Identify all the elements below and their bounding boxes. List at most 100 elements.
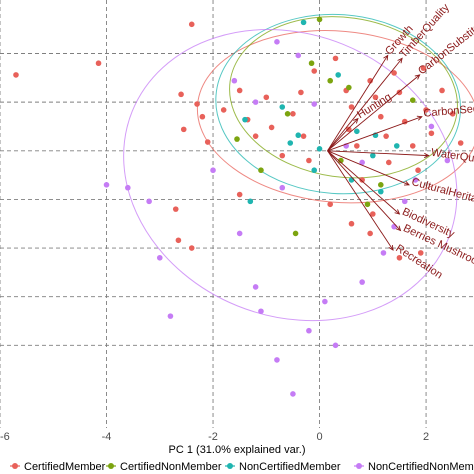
loading-arrow-TimberQuality	[327, 58, 403, 152]
point-CertifiedMember	[359, 177, 365, 183]
point-CertifiedMember	[354, 143, 360, 149]
arrow-head	[394, 209, 401, 215]
x-tick-label: -2	[208, 431, 218, 443]
point-NonCertifiedNonMember	[359, 159, 365, 166]
point-NonCertifiedNonMember	[146, 198, 152, 205]
arrow-head	[353, 117, 359, 124]
point-CertifiedNonMember	[409, 97, 416, 103]
point-CertifiedMember	[415, 167, 421, 174]
legend-label-CertifiedMember: CertifiedMember	[24, 461, 106, 473]
point-NonCertifiedNonMember	[274, 357, 280, 363]
x-tick-label: 0	[316, 431, 322, 443]
point-CertifiedMember	[298, 89, 304, 96]
arrow-head	[416, 115, 423, 121]
point-NonCertifiedNonMember	[103, 182, 110, 188]
point-NonCertifiedNonMember	[380, 250, 387, 256]
point-NonCertifiedMember	[295, 132, 302, 139]
arrow-head	[388, 244, 394, 251]
x-axis-ticks: -6 -4 -2 0 2	[0, 431, 429, 443]
point-CertifiedMember	[279, 152, 286, 159]
point-CertifiedMember	[377, 113, 384, 120]
loading-arrow-Berries Mushroom	[327, 150, 401, 231]
point-CertifiedMember	[367, 230, 373, 237]
point-NonCertifiedMember	[354, 128, 360, 135]
point-CertifiedMember	[204, 139, 211, 145]
point-CertifiedMember	[178, 91, 184, 98]
point-NonCertifiedMember	[316, 146, 323, 152]
point-CertifiedMember	[263, 94, 270, 101]
point-CertifiedMember	[391, 70, 397, 76]
point-CertifiedMember	[236, 191, 243, 198]
loading-arrow-CulturalHeritag	[327, 150, 410, 186]
x-axis-title: PC 1 (31.0% explained var.)	[169, 444, 306, 456]
point-CertifiedMember	[367, 77, 373, 84]
point-NonCertifiedNonMember	[290, 391, 296, 397]
point-NonCertifiedNonMember	[359, 279, 365, 285]
legend-label-NonCertifiedNonMember: NonCertifiedNonMember	[368, 461, 474, 473]
point-CertifiedMember	[346, 126, 352, 133]
point-NonCertifiedNonMember	[156, 254, 163, 261]
point-NonCertifiedNonMember	[322, 298, 328, 305]
arrow-head	[397, 57, 403, 64]
point-CertifiedMember	[396, 254, 403, 261]
point-NonCertifiedMember	[242, 116, 248, 123]
point-CertifiedMember	[95, 60, 102, 67]
point-CertifiedMember	[372, 94, 379, 101]
point-NonCertifiedNonMember	[444, 157, 451, 164]
point-NonCertifiedNonMember	[258, 308, 264, 315]
point-CertifiedMember	[417, 250, 424, 256]
point-CertifiedMember	[194, 101, 200, 107]
point-NonCertifiedNonMember	[236, 230, 243, 237]
point-CertifiedNonMember	[338, 157, 344, 164]
point-NonCertifiedNonMember	[125, 184, 131, 191]
point-CertifiedMember	[290, 111, 296, 117]
loading-arrow-WaterQua	[327, 150, 429, 157]
loading-arrow-Growth	[327, 55, 389, 152]
point-NonCertifiedNonMember	[306, 327, 312, 334]
point-CertifiedMember	[383, 133, 389, 139]
point-CertifiedNonMember	[364, 201, 371, 208]
point-CertifiedMember	[439, 87, 445, 94]
loading-arrow-Biodiversity	[327, 150, 400, 215]
loading-label-CarbonSeq: CarbonSeq	[423, 103, 474, 120]
x-tick-label: -4	[102, 431, 112, 443]
point-CertifiedNonMember	[377, 182, 384, 188]
point-CertifiedMember	[348, 220, 355, 227]
point-CertifiedMember	[175, 237, 182, 244]
point-NonCertifiedMember	[377, 188, 384, 195]
point-CertifiedMember	[428, 130, 435, 137]
legend: CertifiedMember CertifiedNonMember NonCert…	[10, 461, 474, 473]
point-CertifiedNonMember	[316, 16, 323, 23]
point-NonCertifiedNonMember	[279, 184, 286, 191]
point-CertifiedMember	[188, 21, 195, 28]
point-CertifiedNonMember	[327, 77, 334, 84]
point-CertifiedMember	[236, 87, 243, 94]
point-CertifiedMember	[423, 107, 429, 113]
point-CertifiedMember	[252, 133, 259, 139]
point-NonCertifiedNonMember	[401, 198, 408, 205]
point-NonCertifiedNonMember	[332, 342, 339, 349]
point-CertifiedMember	[327, 201, 334, 208]
point-CertifiedMember	[306, 157, 312, 164]
point-CertifiedMember	[420, 65, 427, 71]
legend-label-CertifiedNonMember: CertifiedNonMember	[120, 461, 222, 473]
point-CertifiedMember	[409, 143, 416, 149]
grid	[0, 0, 474, 428]
ellipse-NonCertifiedMember	[215, 13, 462, 195]
point-NonCertifiedMember	[370, 152, 376, 159]
point-CertifiedMember	[311, 68, 318, 74]
loading-arrow-Recreation	[327, 150, 394, 251]
point-NonCertifiedNonMember	[295, 52, 302, 59]
point-NonCertifiedNonMember	[274, 39, 280, 45]
point-CertifiedNonMember	[346, 84, 352, 91]
point-NonCertifiedNonMember	[428, 123, 435, 130]
point-CertifiedMember	[348, 104, 355, 110]
point-CertifiedMember	[385, 159, 392, 166]
loading-arrow-CarbonSubstitu	[327, 74, 420, 152]
legend-marker-NonCertifiedNonMember	[356, 463, 362, 469]
point-NonCertifiedMember	[300, 19, 307, 26]
point-NonCertifiedNonMember	[311, 101, 318, 107]
point-NonCertifiedNonMember	[412, 177, 419, 183]
